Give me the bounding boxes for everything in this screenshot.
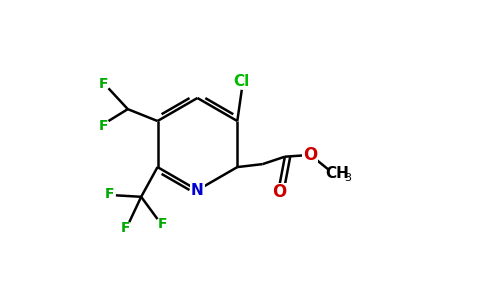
Text: O: O — [303, 146, 317, 164]
Text: F: F — [98, 119, 108, 133]
Text: F: F — [121, 221, 131, 235]
Text: O: O — [272, 183, 287, 201]
Text: 3: 3 — [345, 173, 352, 183]
Text: F: F — [98, 76, 108, 91]
Text: N: N — [191, 183, 204, 198]
Text: CH: CH — [325, 166, 349, 181]
Text: Cl: Cl — [234, 74, 250, 89]
Text: F: F — [157, 218, 167, 232]
Text: F: F — [105, 187, 114, 201]
